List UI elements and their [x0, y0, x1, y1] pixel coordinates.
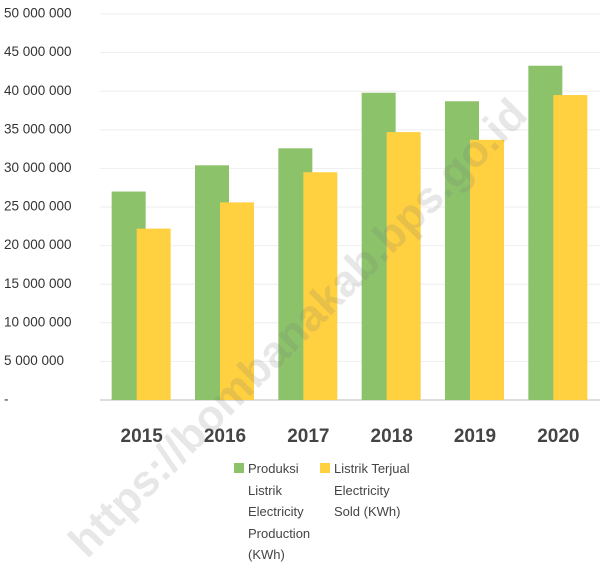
y-tick-label: 30 000 000 — [4, 160, 72, 175]
x-tick-label: 2015 — [121, 426, 164, 447]
bar — [220, 202, 254, 400]
legend-label: Listrik Terjual Electricity Sold (KWh) — [334, 461, 410, 519]
bar — [303, 172, 338, 400]
bar — [386, 132, 421, 400]
x-tick-label: 2020 — [537, 426, 579, 447]
legend-swatch — [320, 463, 330, 473]
y-tick-label: 45 000 000 — [4, 44, 72, 59]
y-tick-label: 40 000 000 — [4, 83, 72, 98]
bar — [553, 95, 588, 400]
y-tick-label: 5 000 000 — [4, 353, 64, 368]
x-tick-label: 2017 — [287, 426, 329, 447]
y-tick-label: 20 000 000 — [4, 237, 72, 252]
legend-swatch — [234, 463, 244, 473]
y-tick-label: 15 000 000 — [4, 276, 72, 291]
x-tick-label: 2019 — [454, 426, 496, 447]
x-tick-label: 2016 — [204, 426, 246, 447]
y-tick-label: 35 000 000 — [4, 121, 72, 136]
bar — [136, 228, 171, 400]
y-tick-label: 25 000 000 — [4, 199, 72, 214]
legend-entry: Listrik Terjual Electricity Sold (KWh) — [320, 458, 412, 523]
legend-entry: Produksi Listrik Electricity Production … — [234, 458, 326, 566]
y-tick-label: 10 000 000 — [4, 314, 72, 329]
legend-label: Produksi Listrik Electricity Production … — [248, 461, 311, 562]
y-tick-label: 50 000 000 — [4, 6, 72, 21]
bar — [470, 139, 504, 400]
y-tick-label: - — [4, 392, 9, 407]
x-tick-label: 2018 — [371, 426, 413, 447]
